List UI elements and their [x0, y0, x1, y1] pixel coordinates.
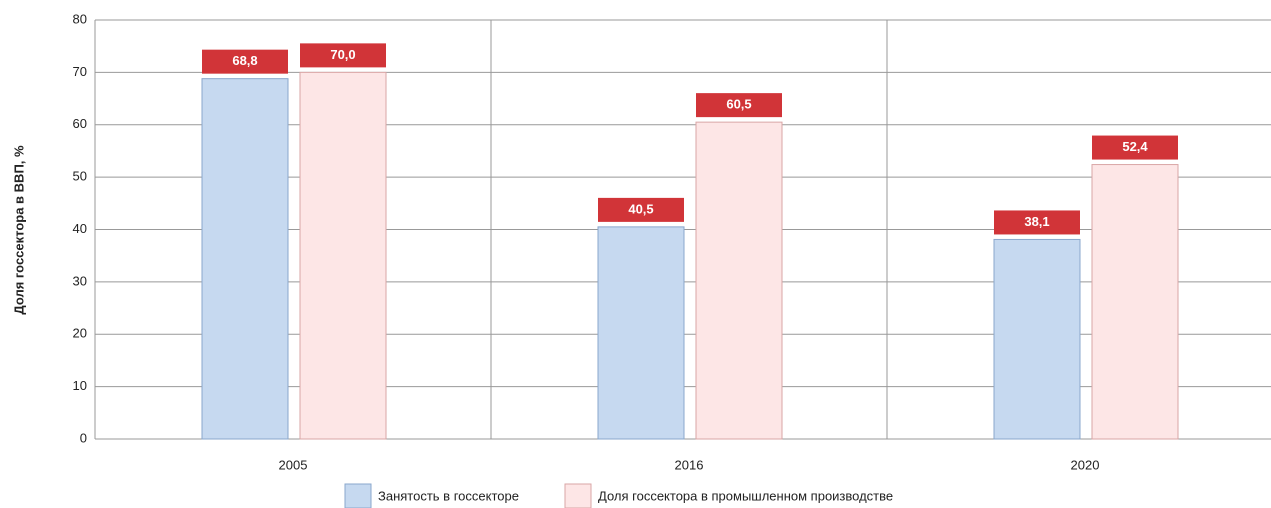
x-tick-label: 2005 [279, 457, 308, 472]
bar [597, 226, 685, 440]
x-tick-label: 2020 [1071, 457, 1100, 472]
y-tick-label: 50 [73, 169, 87, 184]
bar [1091, 164, 1179, 440]
y-tick-label: 70 [73, 64, 87, 79]
y-tick-label: 20 [73, 326, 87, 341]
legend-swatch [564, 483, 592, 508]
bar [299, 71, 387, 440]
value-label-box [598, 197, 684, 222]
value-label-box [202, 49, 288, 74]
y-axis-label: Доля госсектора в ВВП, % [11, 145, 26, 315]
y-tick-label: 80 [73, 11, 87, 26]
bar [695, 121, 783, 440]
value-label: 52,4 [1122, 139, 1148, 154]
value-label-box [300, 43, 386, 68]
value-label-box [696, 93, 782, 118]
bar [201, 78, 289, 440]
y-tick-label: 60 [73, 116, 87, 131]
y-tick-label: 40 [73, 221, 87, 236]
y-tick-label: 30 [73, 273, 87, 288]
value-label-box [994, 210, 1080, 235]
value-label: 70,0 [330, 47, 355, 62]
y-tick-label: 0 [80, 430, 87, 445]
value-label: 40,5 [628, 201, 653, 216]
legend-swatch [344, 483, 372, 508]
y-tick-label: 10 [73, 378, 87, 393]
legend-label: Занятость в госсекторе [378, 488, 519, 503]
value-label-box [1092, 135, 1178, 160]
value-label: 38,1 [1024, 214, 1049, 229]
x-tick-label: 2016 [675, 457, 704, 472]
bar [993, 238, 1081, 440]
value-label: 68,8 [232, 53, 257, 68]
legend-label: Доля госсектора в промышленном производс… [598, 488, 893, 503]
value-label: 60,5 [726, 97, 751, 112]
